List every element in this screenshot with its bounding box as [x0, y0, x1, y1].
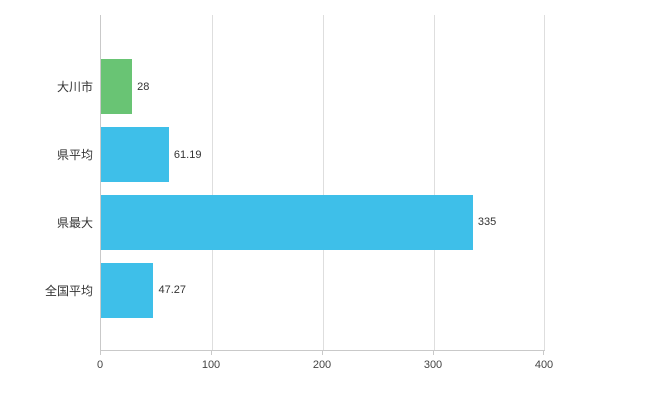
tick-mark	[100, 350, 101, 355]
x-axis: 0 100 200 300 400	[96, 350, 553, 380]
bar-row: 大川市 28	[57, 53, 545, 121]
gridlines	[101, 15, 545, 350]
bar	[101, 59, 133, 115]
gridline-300	[434, 15, 435, 350]
bar-row: 県最大 335	[57, 189, 545, 257]
category-label: 大川市	[56, 80, 93, 95]
category-label: 県最大	[56, 215, 93, 230]
value-label: 47.27	[158, 284, 186, 297]
bar-row: 県平均 61.19	[57, 121, 545, 189]
tick-mark	[543, 350, 544, 355]
x-tick-label: 100	[201, 359, 221, 371]
gridline-100	[212, 15, 213, 350]
gridline-200	[323, 15, 324, 350]
tick-mark	[433, 350, 434, 355]
gridline-400	[544, 15, 545, 350]
bar	[101, 127, 169, 183]
value-label: 61.19	[173, 148, 202, 161]
x-tick-label: 0	[96, 359, 104, 371]
x-tick-label: 300	[423, 359, 443, 371]
value-label: 28	[137, 80, 150, 93]
plot-area: 大川市 28 県平均 61.19 県最大 335 全国平均 47.27	[45, 15, 545, 351]
value-label: 335	[477, 216, 497, 229]
category-label: 全国平均	[44, 283, 93, 298]
x-tick-label: 200	[312, 359, 332, 371]
bar	[101, 262, 154, 318]
bar-row: 全国平均 47.27	[45, 256, 545, 324]
category-label: 県平均	[56, 148, 93, 163]
tick-mark	[322, 350, 323, 355]
tick-mark	[211, 350, 212, 355]
x-tick-label: 400	[534, 359, 554, 371]
bar-rows: 大川市 28 県平均 61.19 県最大 335 全国平均 47.27	[45, 15, 545, 350]
bar	[101, 194, 473, 250]
